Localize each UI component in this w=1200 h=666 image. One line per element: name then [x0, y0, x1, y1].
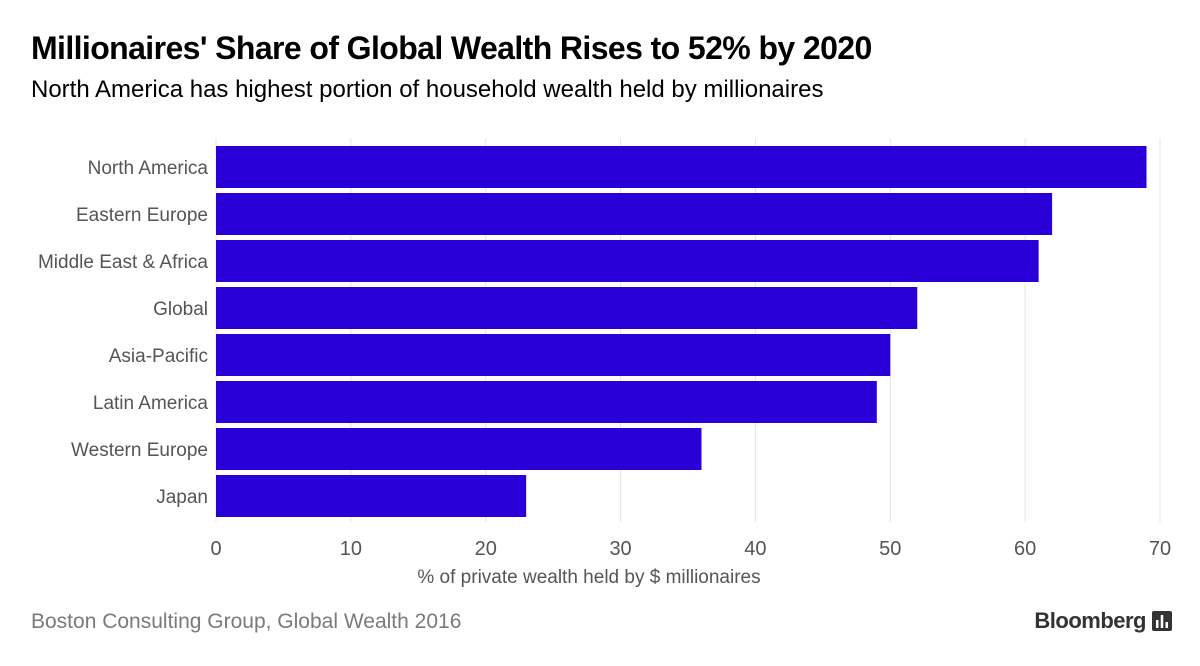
category-label: Asia-Pacific — [109, 346, 208, 367]
category-label: Japan — [156, 487, 208, 508]
bar — [216, 287, 918, 329]
category-labels: North America Eastern Europe Middle East &… — [38, 158, 208, 508]
category-label: Western Europe — [71, 440, 208, 461]
brand-logo: Bloomberg — [1034, 608, 1172, 634]
source-note: Boston Consulting Group, Global Wealth 2… — [31, 610, 462, 633]
bar — [216, 381, 877, 423]
x-tick-label: 50 — [879, 538, 901, 560]
bar — [216, 240, 1039, 282]
x-tick-labels: 0 10 20 30 40 50 60 70 — [210, 538, 1171, 560]
bar — [216, 193, 1053, 235]
x-tick-label: 10 — [340, 538, 362, 560]
bar — [216, 334, 891, 376]
x-tick-label: 0 — [210, 538, 221, 560]
category-label: Eastern Europe — [76, 205, 208, 226]
x-axis-label: % of private wealth held by $ millionair… — [417, 567, 760, 588]
category-label: Middle East & Africa — [38, 252, 208, 273]
bar-chart-icon — [1152, 611, 1172, 631]
category-label: North America — [88, 158, 209, 179]
category-label: Global — [153, 299, 208, 320]
bars — [216, 146, 1147, 517]
x-tick-label: 60 — [1014, 538, 1036, 560]
x-tick-label: 30 — [609, 538, 631, 560]
brand-name: Bloomberg — [1034, 608, 1146, 633]
bar — [216, 475, 527, 517]
bar — [216, 428, 702, 470]
x-tick-label: 70 — [1149, 538, 1171, 560]
x-tick-label: 40 — [744, 538, 766, 560]
x-tick-label: 20 — [475, 538, 497, 560]
chart-subtitle: North America has highest portion of hou… — [31, 76, 824, 103]
category-label: Latin America — [93, 393, 209, 414]
bar-chart: North America Eastern Europe Middle East &… — [38, 138, 1171, 588]
bar — [216, 146, 1147, 188]
chart-title: Millionaires' Share of Global Wealth Ris… — [31, 30, 872, 66]
